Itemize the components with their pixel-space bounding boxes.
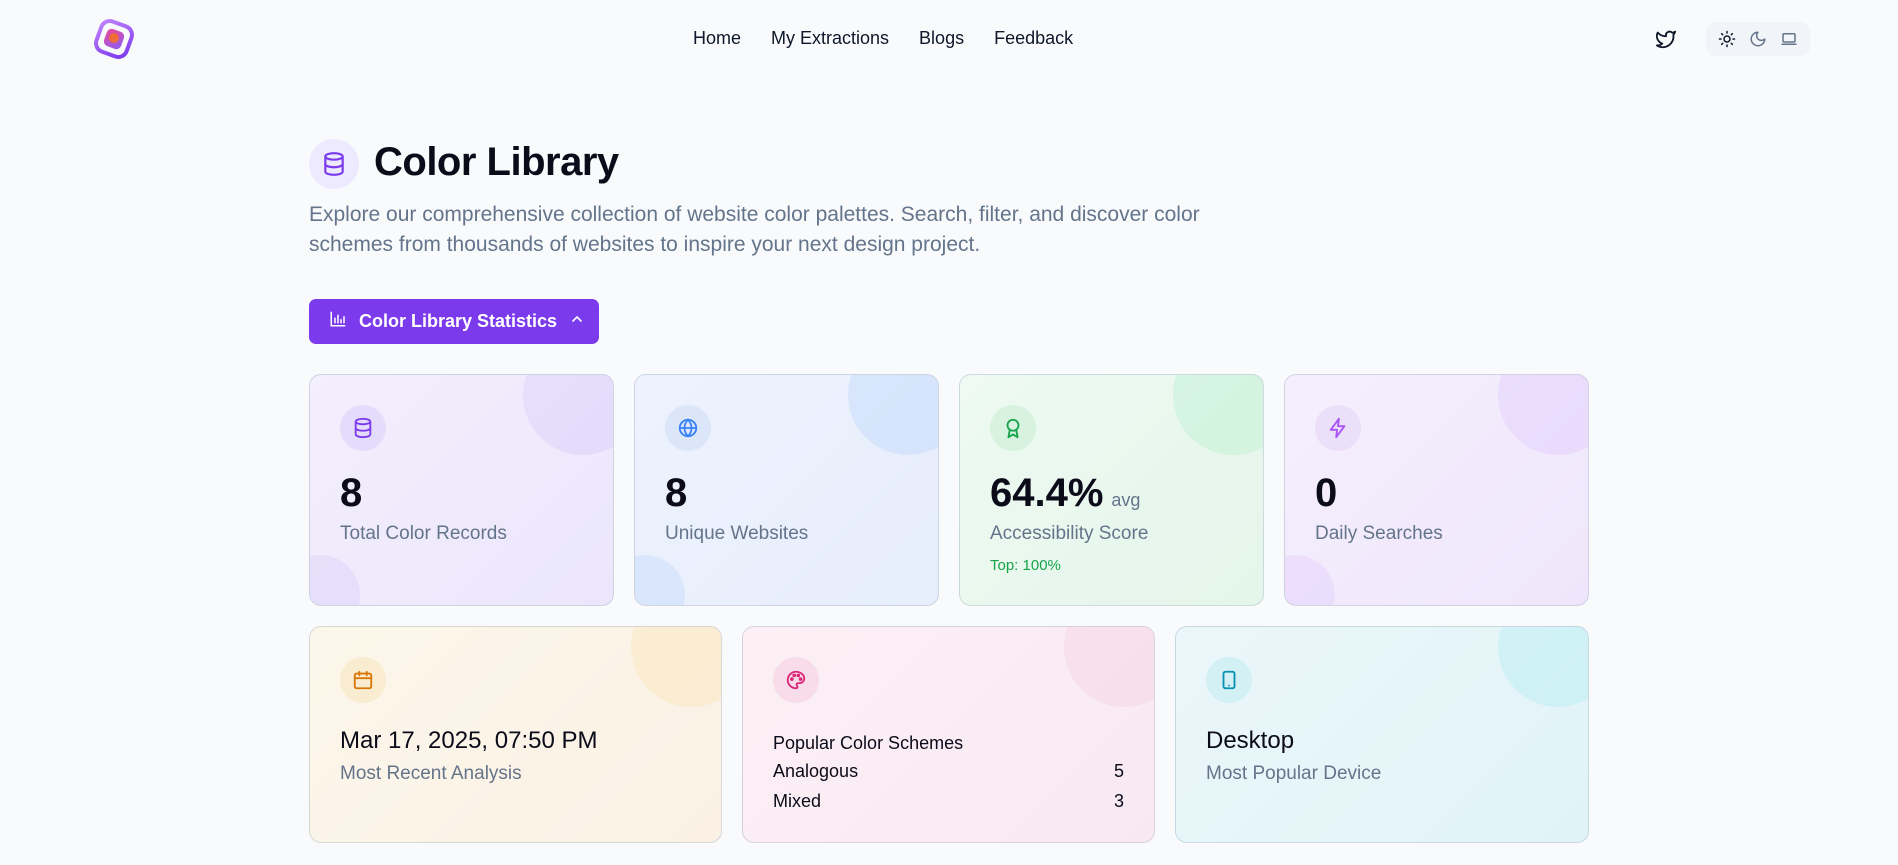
award-icon [990, 405, 1036, 451]
accessibility-score-value: 64.4% avg [990, 471, 1140, 516]
accessibility-score-label: Accessibility Score [990, 523, 1149, 544]
page-description: Explore our comprehensive collection of … [309, 203, 1200, 256]
zap-icon [1315, 405, 1361, 451]
list-item: Analogous 5 [773, 761, 1124, 782]
nav-link-feedback[interactable]: Feedback [994, 28, 1074, 48]
twitter-icon[interactable] [1655, 28, 1677, 50]
nav-link-home[interactable]: Home [693, 28, 742, 48]
page-title: Color Library [374, 140, 619, 184]
laptop-icon[interactable] [1779, 29, 1799, 49]
app-logo[interactable] [90, 15, 138, 63]
accessibility-score-card: 64.4% avg Accessibility Score Top: 100% [959, 374, 1264, 606]
most-recent-analysis-card: Mar 17, 2025, 07:50 PM Most Recent Analy… [309, 626, 722, 843]
sun-icon[interactable] [1717, 29, 1737, 49]
nav-links: Home My Extractions Blogs Feedback [693, 28, 1073, 49]
most-recent-analysis-label: Most Recent Analysis [340, 763, 522, 784]
accessibility-score-suffix: avg [1111, 490, 1141, 510]
theme-toggle [1706, 22, 1810, 56]
daily-searches-label: Daily Searches [1315, 523, 1443, 544]
nav-link-my-extractions[interactable]: My Extractions [771, 28, 890, 48]
database-icon [340, 405, 386, 451]
scheme-count: 3 [1113, 791, 1124, 811]
most-popular-device-label: Most Popular Device [1206, 763, 1382, 784]
unique-websites-value: 8 [665, 471, 688, 515]
total-color-records-label: Total Color Records [340, 523, 507, 544]
top-nav: Home My Extractions Blogs Feedback [0, 0, 1898, 80]
palette-icon [773, 657, 819, 703]
chevron-up-icon [569, 311, 585, 332]
database-icon [309, 139, 359, 189]
popular-color-schemes-card: Popular Color Schemes Analogous 5 Mixed … [742, 626, 1155, 843]
popular-color-schemes-title: Popular Color Schemes [773, 733, 964, 753]
scheme-count: 5 [1113, 761, 1124, 781]
color-library-statistics-button[interactable]: Color Library Statistics [309, 299, 599, 344]
list-item: Mixed 3 [773, 791, 1124, 812]
tablet-icon [1206, 657, 1252, 703]
accessibility-top-score: Top: 100% [990, 557, 1061, 574]
accessibility-score-number: 64.4% [990, 471, 1104, 515]
calendar-icon [340, 657, 386, 703]
nav-link-blogs[interactable]: Blogs [919, 28, 965, 48]
moon-icon[interactable] [1748, 29, 1768, 49]
total-color-records-value: 8 [340, 471, 363, 515]
most-popular-device-card: Desktop Most Popular Device [1175, 626, 1589, 843]
daily-searches-card: 0 Daily Searches [1284, 374, 1589, 606]
unique-websites-card: 8 Unique Websites [634, 374, 939, 606]
unique-websites-label: Unique Websites [665, 523, 809, 544]
total-color-records-card: 8 Total Color Records [309, 374, 614, 606]
stats-button-label: Color Library Statistics [359, 311, 558, 331]
scheme-name: Mixed [773, 791, 822, 811]
most-recent-analysis-value: Mar 17, 2025, 07:50 PM [340, 727, 598, 754]
scheme-name: Analogous [773, 761, 859, 781]
daily-searches-value: 0 [1315, 471, 1338, 515]
globe-icon [665, 405, 711, 451]
most-popular-device-value: Desktop [1206, 727, 1295, 754]
bar-chart-icon [329, 310, 347, 333]
